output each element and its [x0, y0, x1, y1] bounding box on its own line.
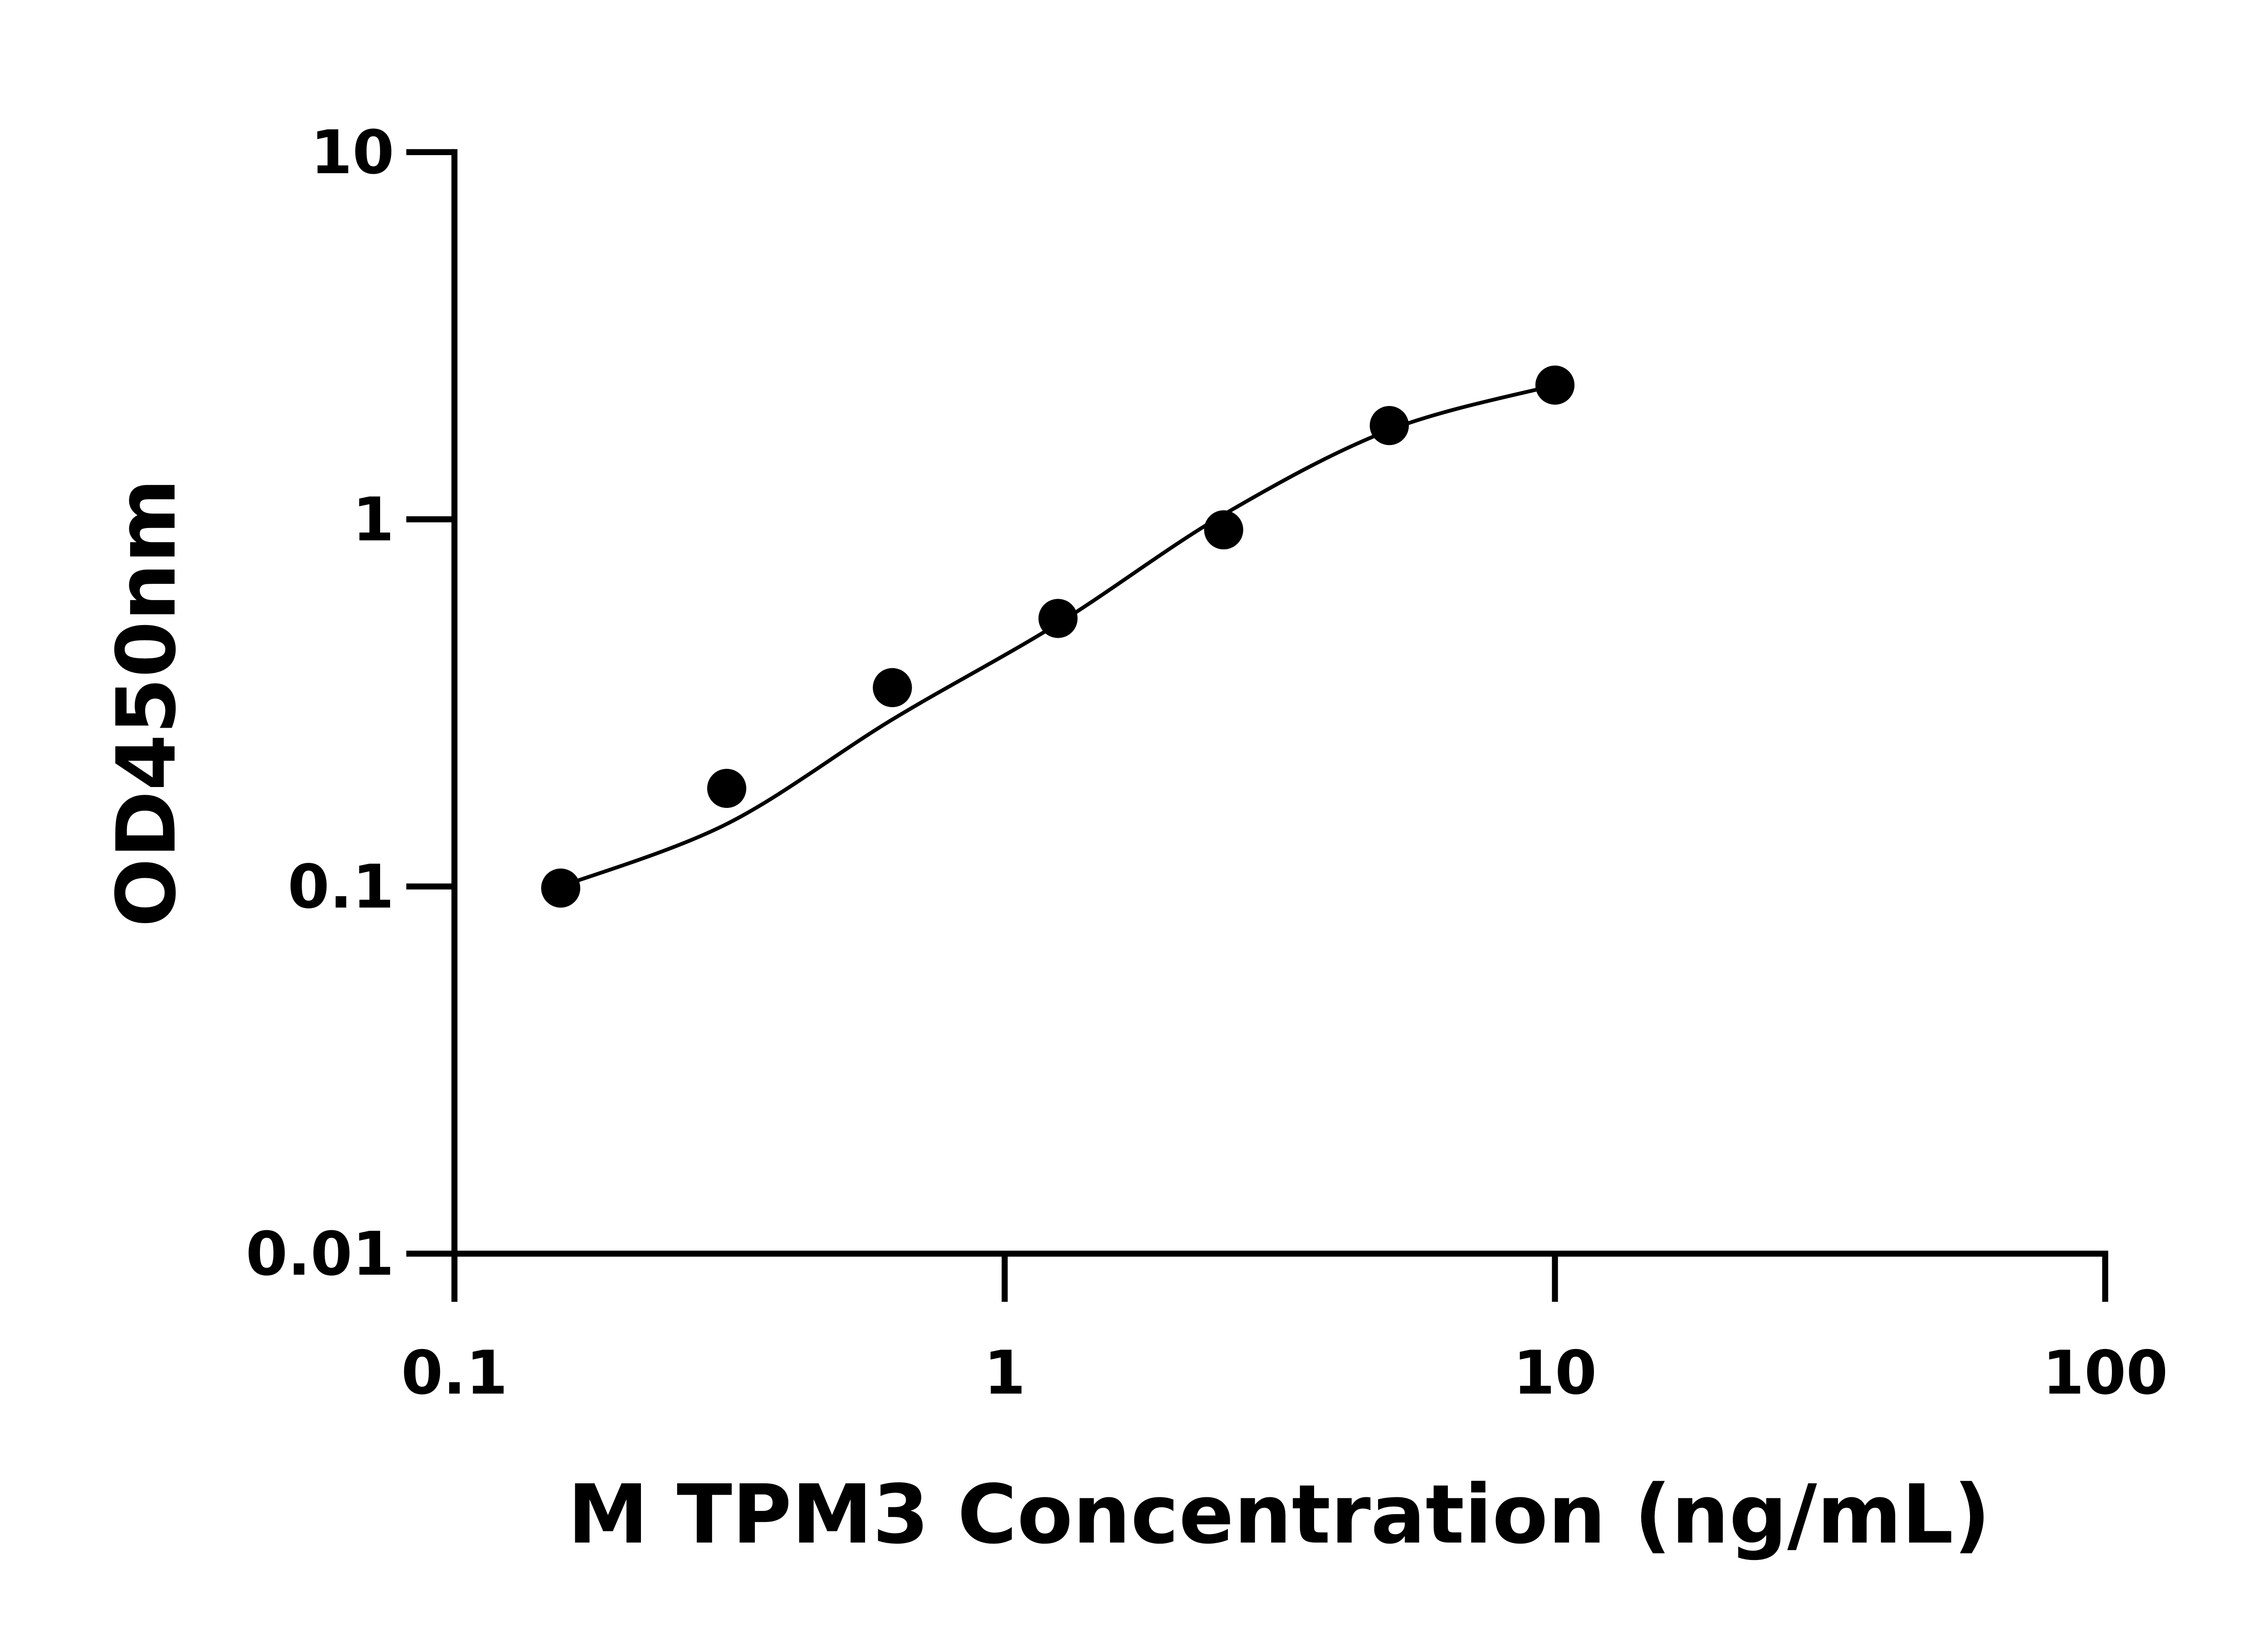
data-points — [541, 365, 1575, 908]
y-axis-title: OD450nm — [100, 479, 194, 927]
data-point — [541, 868, 581, 908]
data-point — [873, 668, 912, 708]
x-tick-label: 100 — [2043, 1338, 2168, 1408]
data-point — [1204, 510, 1243, 550]
y-tick-label: 0.1 — [288, 852, 394, 922]
y-tick-label: 10 — [311, 118, 395, 188]
x-axis-title: M TPM3 Concentration (ng/mL) — [567, 1468, 1990, 1562]
y-tick-label: 1 — [352, 485, 394, 555]
data-point — [1369, 406, 1409, 445]
x-tick-label: 10 — [1513, 1338, 1597, 1408]
data-point — [1038, 599, 1078, 638]
x-tick-label: 1 — [984, 1338, 1026, 1408]
data-point — [707, 768, 747, 808]
y-tick-label: 0.01 — [246, 1219, 394, 1289]
x-tick-label: 0.1 — [401, 1338, 508, 1408]
data-point — [1535, 365, 1575, 405]
